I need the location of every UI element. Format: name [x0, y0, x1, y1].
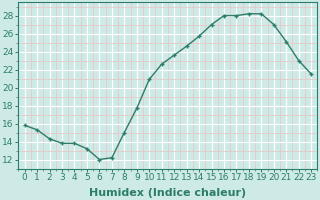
- X-axis label: Humidex (Indice chaleur): Humidex (Indice chaleur): [89, 188, 246, 198]
